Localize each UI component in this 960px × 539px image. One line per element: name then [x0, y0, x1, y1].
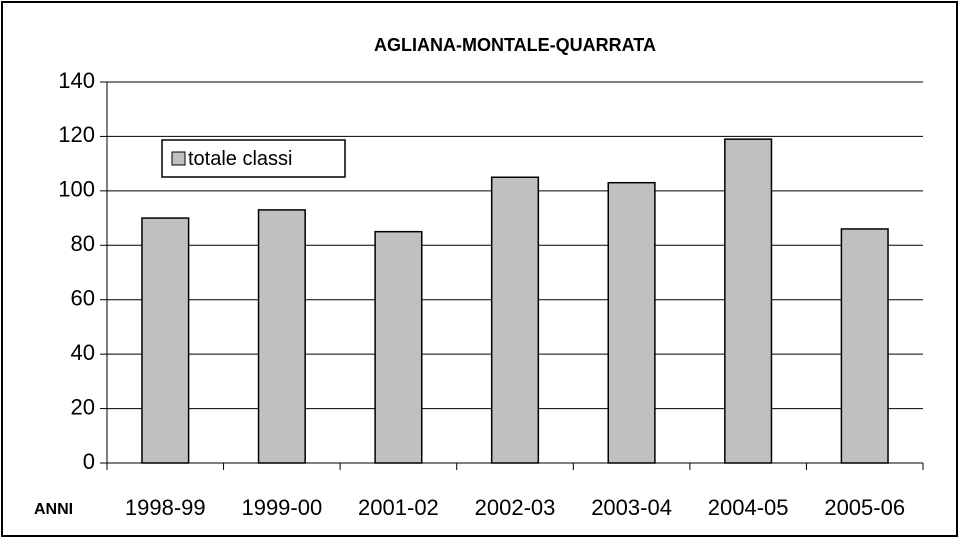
x-tick-label: 1998-99 [125, 495, 206, 520]
y-tick-label: 80 [71, 231, 95, 256]
chart-title: AGLIANA-MONTALE-QUARRATA [374, 35, 656, 55]
x-tick-label: 2003-04 [591, 495, 672, 520]
bar [374, 230, 423, 464]
bar [724, 138, 773, 464]
x-tick-label: 2002-03 [475, 495, 556, 520]
x-tick-label: 2004-05 [708, 495, 789, 520]
bar [141, 217, 190, 464]
bar [490, 176, 540, 464]
y-tick-label: 20 [71, 394, 95, 419]
bar [607, 181, 656, 464]
y-tick-label: 100 [58, 177, 95, 202]
y-tick-label: 120 [58, 122, 95, 147]
x-tick-label: 2005-06 [824, 495, 905, 520]
legend-box [161, 139, 346, 178]
x-tick-label: 2001-02 [358, 495, 439, 520]
x-axis-label: ANNI [34, 501, 73, 518]
y-tick-label: 0 [83, 449, 95, 474]
y-tick-label: 60 [71, 286, 95, 311]
bar [257, 209, 306, 464]
bar [840, 228, 889, 464]
legend-swatch [171, 151, 186, 166]
y-tick-label: 140 [58, 68, 95, 93]
legend-label: totale classi [188, 148, 293, 170]
y-tick-label: 40 [71, 340, 95, 365]
x-tick-label: 1999-00 [241, 495, 322, 520]
